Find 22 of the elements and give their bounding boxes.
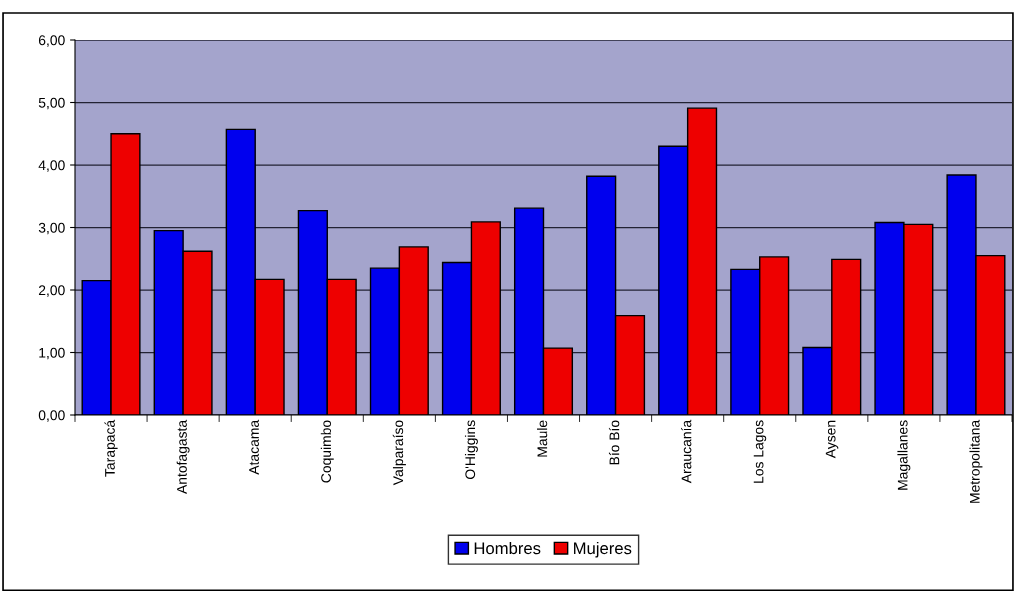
- x-tick-label: Valparaíso: [392, 420, 406, 486]
- y-tick-label: 5,00: [38, 97, 65, 110]
- y-tick-label: 6,00: [38, 35, 65, 47]
- y-tick-label: 3,00: [38, 222, 65, 235]
- x-tick-label: Tarapacá: [104, 419, 118, 477]
- y-tick-label: 2,00: [38, 285, 65, 297]
- x-tick-label: Aysen: [825, 420, 839, 459]
- x-tick-label: Coquimbo: [320, 420, 334, 483]
- x-tick-label: Los Lagos: [753, 420, 767, 483]
- x-tick-label: Metropolitana: [969, 419, 983, 503]
- y-tick-label: 4,00: [38, 160, 65, 172]
- x-tick-label: Antofagasta: [176, 419, 190, 494]
- x-tick-label: O'Higgins: [464, 420, 478, 479]
- legend-label: Mujeres: [574, 541, 632, 558]
- x-tick-label: Araucanía: [681, 419, 692, 484]
- x-tick-label: Atacama: [249, 419, 259, 475]
- y-tick-label: 0,00: [38, 410, 65, 422]
- x-tick-label: Bío Bío: [608, 420, 620, 465]
- x-tick-label: Maule: [537, 420, 548, 457]
- y-tick-label: 1,00: [39, 347, 65, 360]
- legend-label: Hombres: [474, 541, 541, 555]
- x-tick-label: Magallanes: [897, 420, 911, 490]
